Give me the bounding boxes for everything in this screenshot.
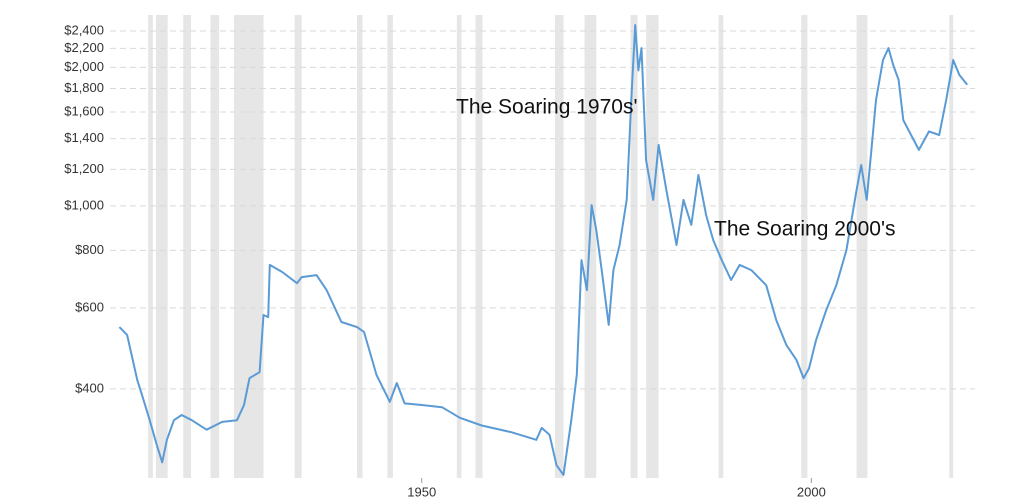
shaded-period — [801, 15, 808, 478]
shaded-period — [718, 15, 724, 478]
annotation: The Soaring 2000's — [714, 218, 895, 241]
shaded-period — [475, 15, 483, 478]
y-tick-label: $2,000 — [64, 59, 104, 74]
y-tick-label: $1,600 — [64, 103, 104, 118]
shaded-period — [584, 15, 597, 478]
y-tick-label: $1,200 — [64, 161, 104, 176]
x-tick-label: 1950 — [407, 484, 436, 499]
shaded-period — [646, 15, 659, 478]
shaded-period — [856, 15, 868, 478]
shaded-period — [294, 15, 302, 478]
shaded-period — [210, 15, 220, 478]
shaded-period — [456, 15, 462, 478]
x-tick-label: 2000 — [797, 484, 826, 499]
shaded-period — [630, 15, 638, 478]
y-tick-label: $1,000 — [64, 197, 104, 212]
y-tick-label: $800 — [75, 242, 104, 257]
shaded-period — [357, 15, 363, 478]
shaded-period — [387, 15, 393, 478]
shaded-period — [148, 15, 153, 478]
shaded-period — [155, 15, 168, 478]
shaded-period — [183, 15, 192, 478]
y-tick-label: $2,400 — [64, 22, 104, 37]
y-tick-label: $600 — [75, 299, 104, 314]
shaded-period — [949, 15, 954, 478]
y-tick-label: $400 — [75, 380, 104, 395]
annotation: The Soaring 1970s' — [456, 96, 637, 119]
y-tick-label: $1,800 — [64, 80, 104, 95]
shaded-period — [233, 15, 264, 478]
y-tick-label: $1,400 — [64, 130, 104, 145]
price-line — [118, 24, 968, 476]
shaded-period — [554, 15, 564, 478]
y-tick-label: $2,200 — [64, 40, 104, 55]
